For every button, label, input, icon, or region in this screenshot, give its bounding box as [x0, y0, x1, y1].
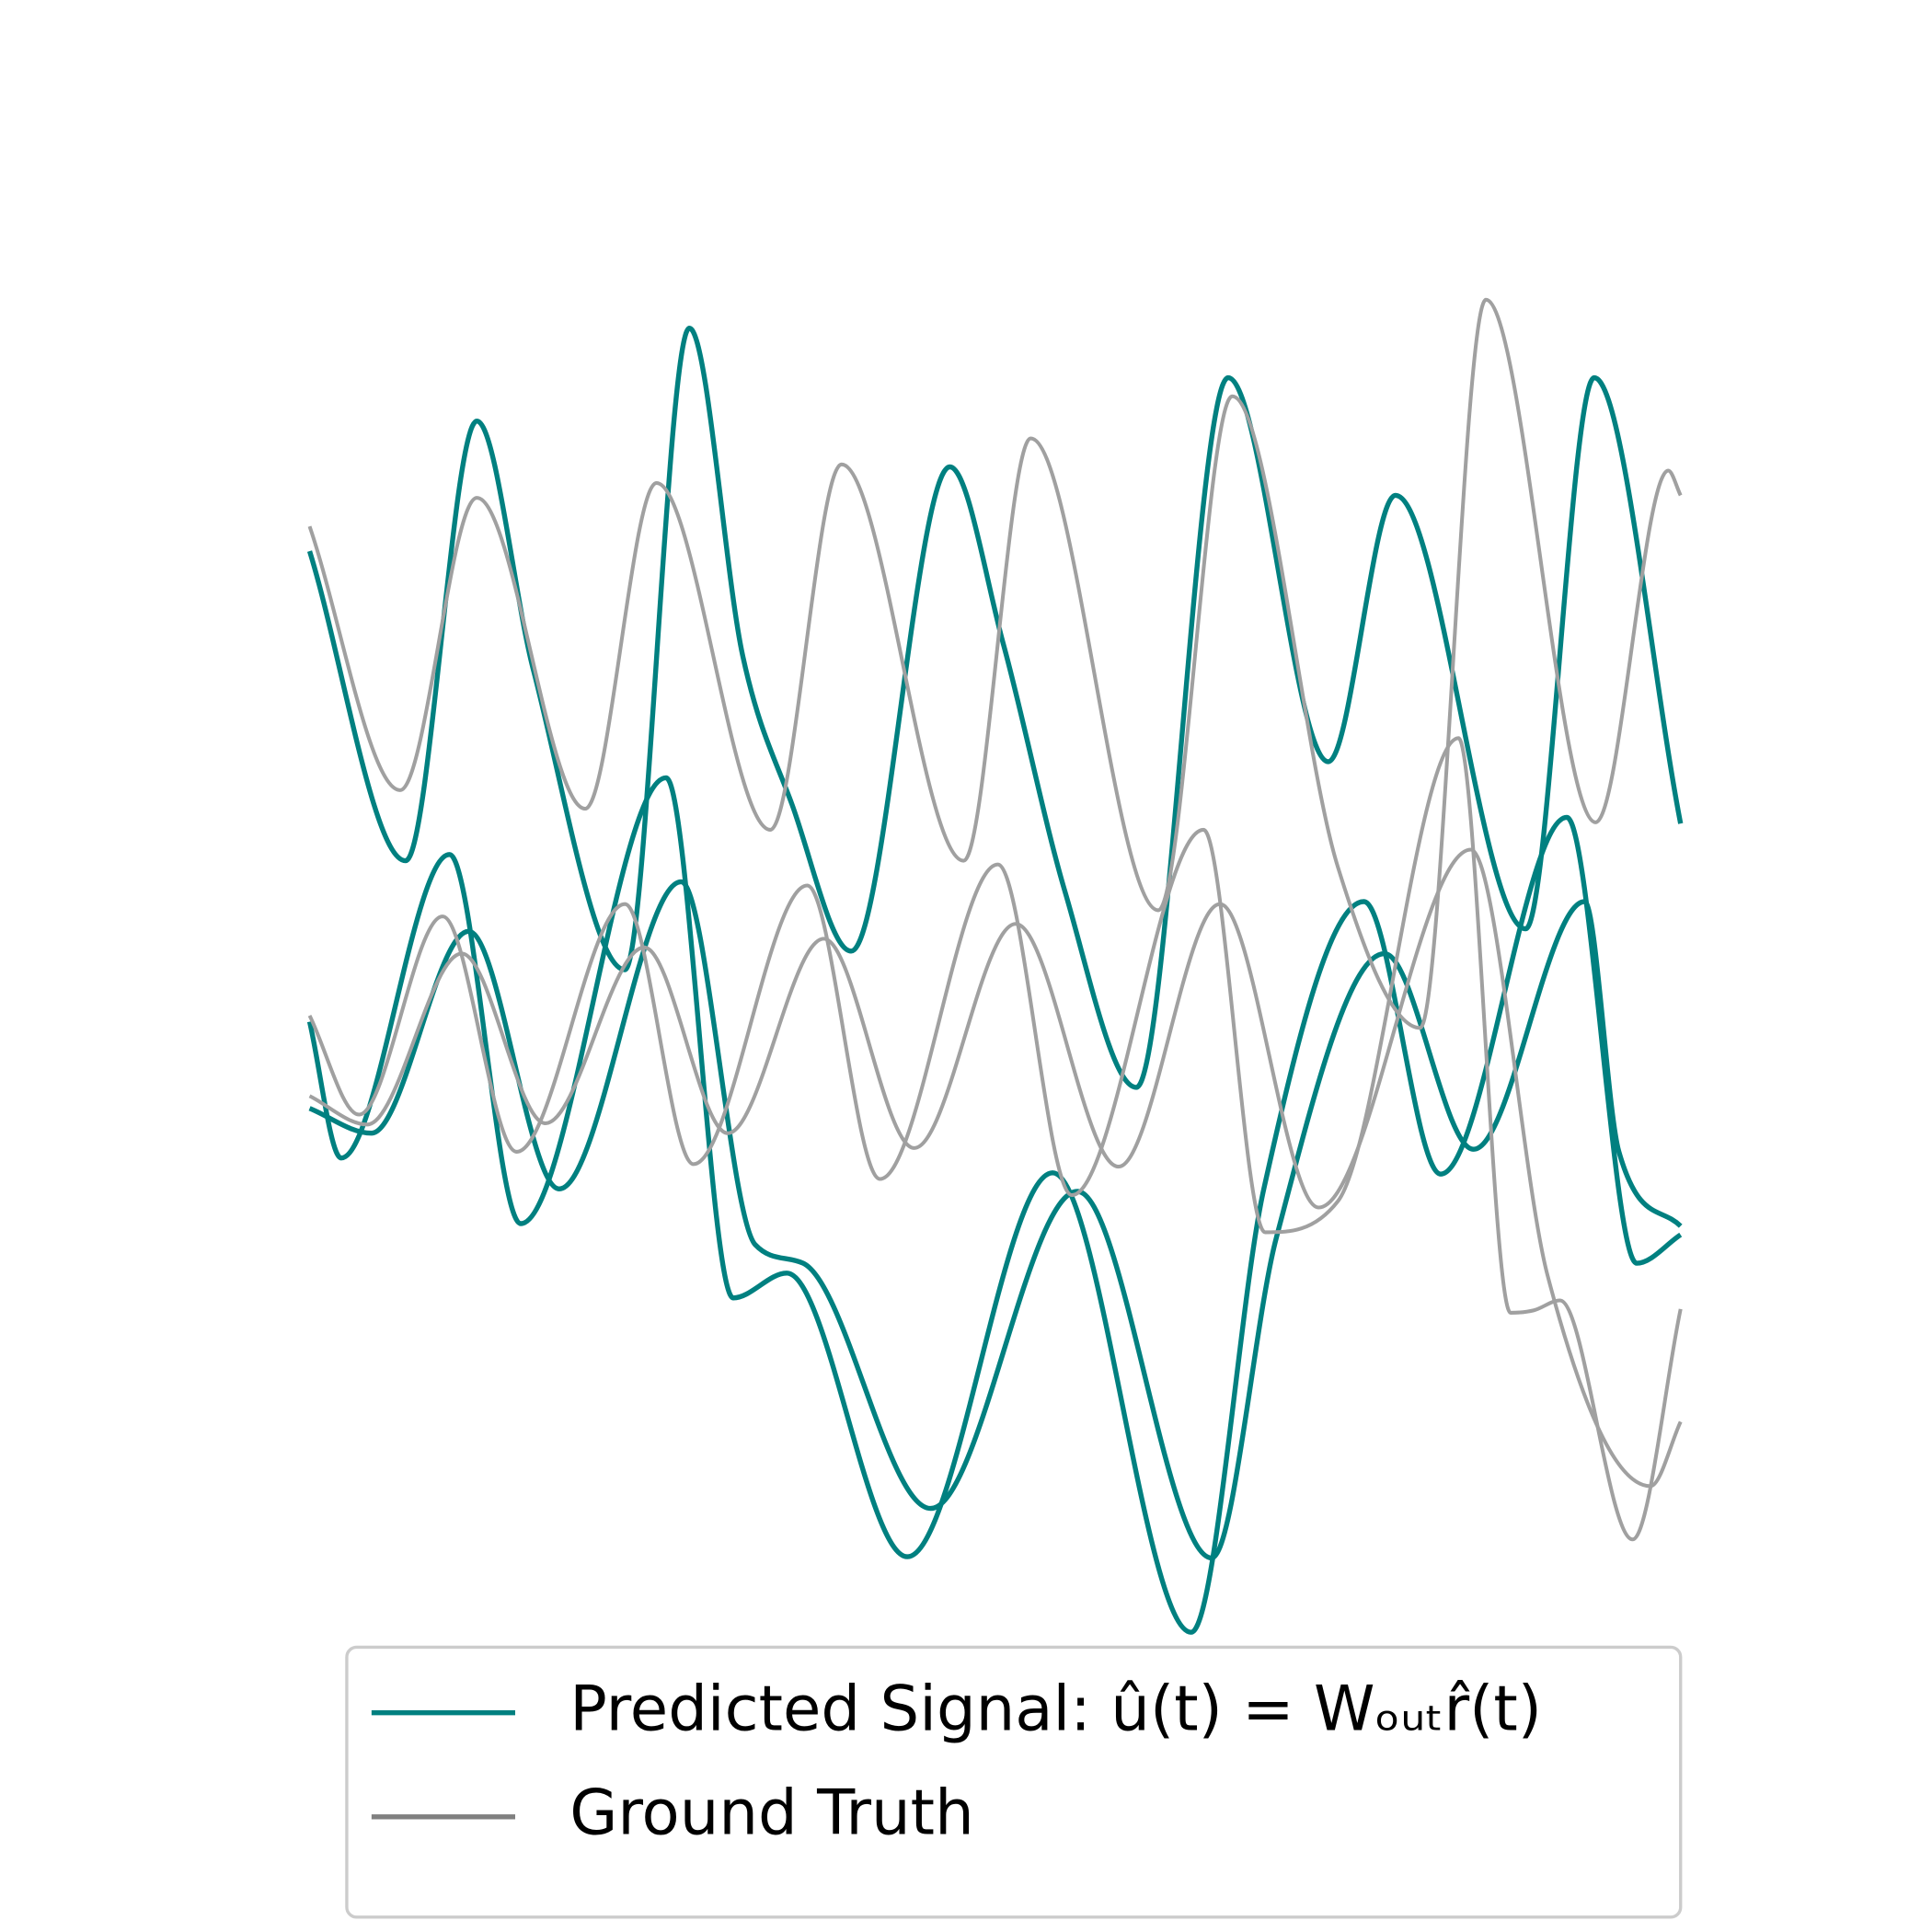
legend-frame	[345, 1645, 1683, 1919]
legend-label: Ground Truth	[569, 1777, 973, 1848]
legend-label: Predicted Signal: û(t) = Wₒᵤₜr̂(t)	[569, 1673, 1542, 1744]
series-line	[307, 736, 1683, 1542]
series-line	[306, 775, 1683, 1635]
series-line	[308, 879, 1683, 1561]
series-line	[308, 847, 1683, 1489]
series-line	[306, 326, 1684, 1090]
series-line	[307, 297, 1683, 1030]
legend: Predicted Signal: û(t) = Wₒᵤₜr̂(t) Ground…	[345, 1645, 1683, 1919]
